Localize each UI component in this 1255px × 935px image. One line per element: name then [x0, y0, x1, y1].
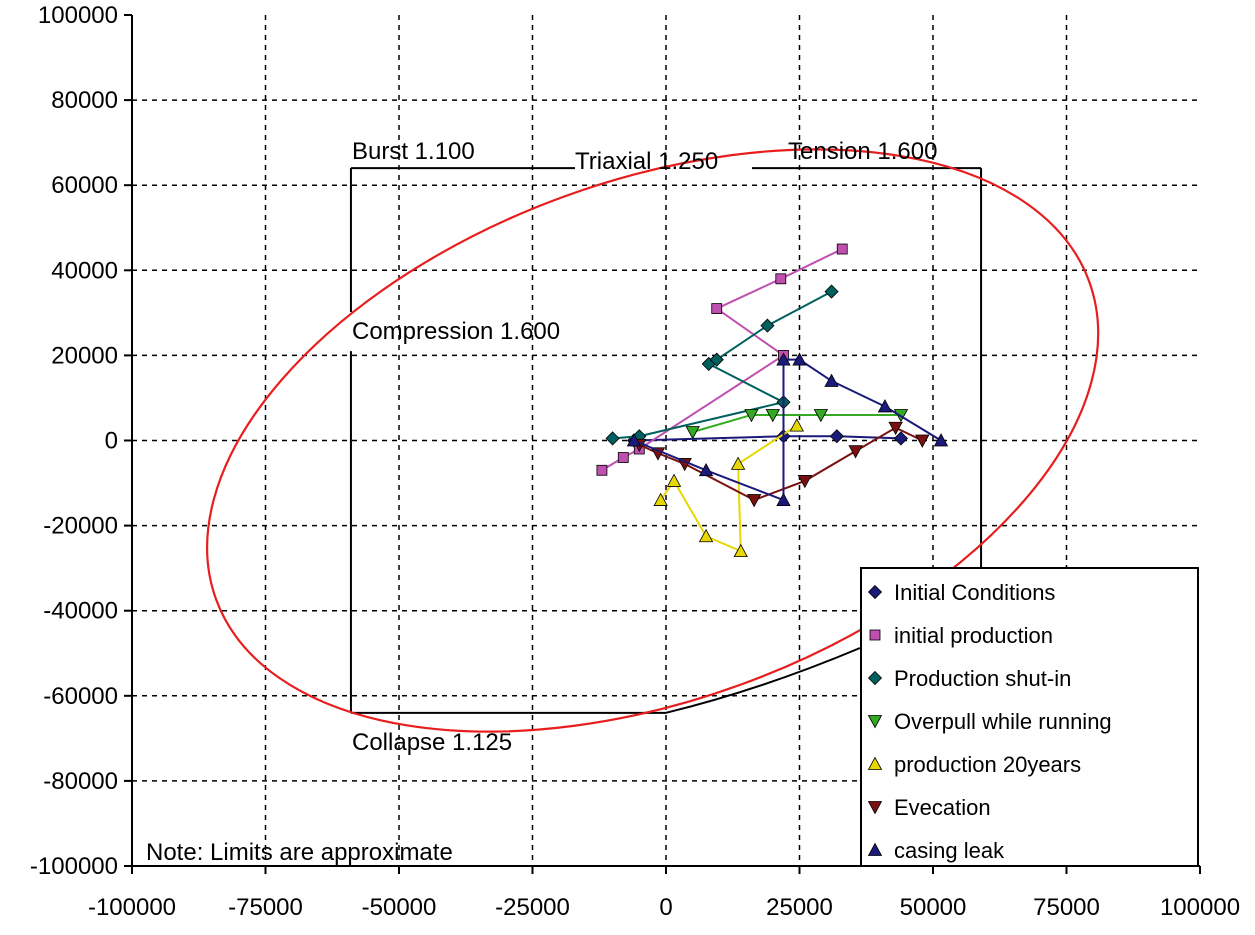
triaxial-label: Triaxial 1.250: [575, 148, 718, 175]
data-point: [626, 433, 642, 447]
legend-item: Initial Conditions: [867, 580, 1055, 605]
legend-label: production 20years: [894, 752, 1081, 777]
data-point: [836, 243, 848, 255]
y-tick-label: -100000: [30, 853, 118, 880]
legend-label: Initial Conditions: [894, 580, 1055, 605]
legend-marker: [867, 584, 883, 600]
x-tick-label: 0: [659, 894, 672, 921]
legend-item: production 20years: [867, 752, 1081, 777]
data-point: [797, 475, 813, 489]
legend-box: [860, 567, 1199, 867]
data-point: [848, 445, 863, 459]
data-point: [792, 352, 807, 366]
axes: -100000 -75000 -50000 -25000 0 25000 50000 7500…: [30, 2, 1240, 921]
y-tick-label: -20000: [43, 513, 118, 540]
data-point: [824, 284, 839, 299]
series-4: [685, 409, 909, 440]
data-point: [813, 409, 829, 423]
y-tick-label: 0: [105, 428, 118, 455]
design-limits: [206, 148, 1100, 733]
data-point: [666, 473, 682, 487]
y-tick-label: 80000: [51, 87, 118, 114]
note-label: Note: Limits are approximate: [146, 839, 453, 866]
data-point: [915, 434, 930, 448]
legend-label: initial production: [894, 623, 1053, 648]
data-point: [760, 318, 775, 333]
collapse-curve: [665, 647, 861, 714]
legend-marker: [867, 715, 883, 729]
data-point: [765, 409, 780, 423]
legend-item: Evecation: [867, 795, 991, 820]
data-point: [698, 462, 714, 477]
data-point: [877, 399, 893, 413]
y-tick-label: 40000: [51, 257, 118, 284]
data-point: [776, 352, 791, 366]
compression-label: Compression 1.600: [352, 318, 560, 345]
data-point: [829, 429, 844, 444]
x-tick-label: 100000: [1160, 894, 1240, 921]
data-point: [776, 492, 791, 506]
y-tick-label: 60000: [51, 172, 118, 199]
x-tick-label: 25000: [766, 894, 833, 921]
data-point: [709, 352, 724, 367]
x-tick-label: 75000: [1033, 894, 1100, 921]
legend-label: casing leak: [894, 838, 1005, 863]
y-tick-label: -40000: [43, 598, 118, 625]
x-tick-label: -50000: [362, 894, 437, 921]
series-line: [633, 358, 942, 502]
legend-marker: [867, 842, 883, 856]
y-tick-label: -60000: [43, 683, 118, 710]
series-7: [626, 352, 949, 506]
x-tick-label: -100000: [88, 894, 176, 921]
legend-item: Production shut-in: [867, 666, 1071, 691]
data-point: [596, 464, 608, 476]
data-point: [888, 421, 903, 436]
data-point: [677, 458, 692, 472]
y-tick-label: 20000: [51, 342, 118, 369]
series-layer: [596, 243, 949, 558]
legend-label: Production shut-in: [894, 666, 1071, 691]
data-point: [617, 452, 629, 463]
legend-item: casing leak: [867, 838, 1005, 863]
series-line: [638, 426, 923, 502]
legend: Initial Conditions initial production Prod…: [860, 567, 1199, 867]
legend-item: Overpull while running: [867, 709, 1112, 734]
series-line: [659, 424, 798, 553]
x-tick-label: -75000: [228, 894, 303, 921]
collapse-label: Collapse 1.125: [352, 729, 512, 756]
data-point: [605, 431, 620, 446]
legend-label: Evecation: [894, 795, 991, 820]
y-tick-label: 100000: [38, 2, 118, 29]
x-tick-label: 50000: [900, 894, 967, 921]
series-line: [633, 435, 901, 442]
triaxial-ellipse: [206, 148, 1100, 733]
data-point: [711, 303, 723, 314]
data-point: [653, 492, 668, 506]
y-tick-label: -80000: [43, 768, 118, 795]
data-point: [698, 528, 714, 543]
data-point: [893, 431, 909, 446]
legend-marker: [867, 670, 883, 686]
data-point: [789, 418, 805, 432]
legend-label: Overpull while running: [894, 709, 1112, 734]
legend-item: initial production: [869, 623, 1053, 648]
legend-marker: [869, 629, 881, 641]
data-point: [744, 409, 759, 423]
data-point: [824, 373, 839, 387]
data-point: [933, 433, 949, 447]
series-5: [653, 418, 805, 558]
data-point: [775, 273, 787, 285]
legend-marker: [867, 756, 883, 770]
burst-label: Burst 1.100: [352, 138, 475, 165]
legend-marker: [867, 801, 883, 815]
data-point: [730, 456, 746, 470]
data-point: [746, 494, 762, 508]
x-tick-label: -25000: [495, 894, 570, 921]
data-point: [733, 543, 748, 558]
series-6: [632, 421, 930, 508]
tension-label: Tension 1.600: [788, 138, 937, 165]
data-point: [685, 426, 700, 440]
